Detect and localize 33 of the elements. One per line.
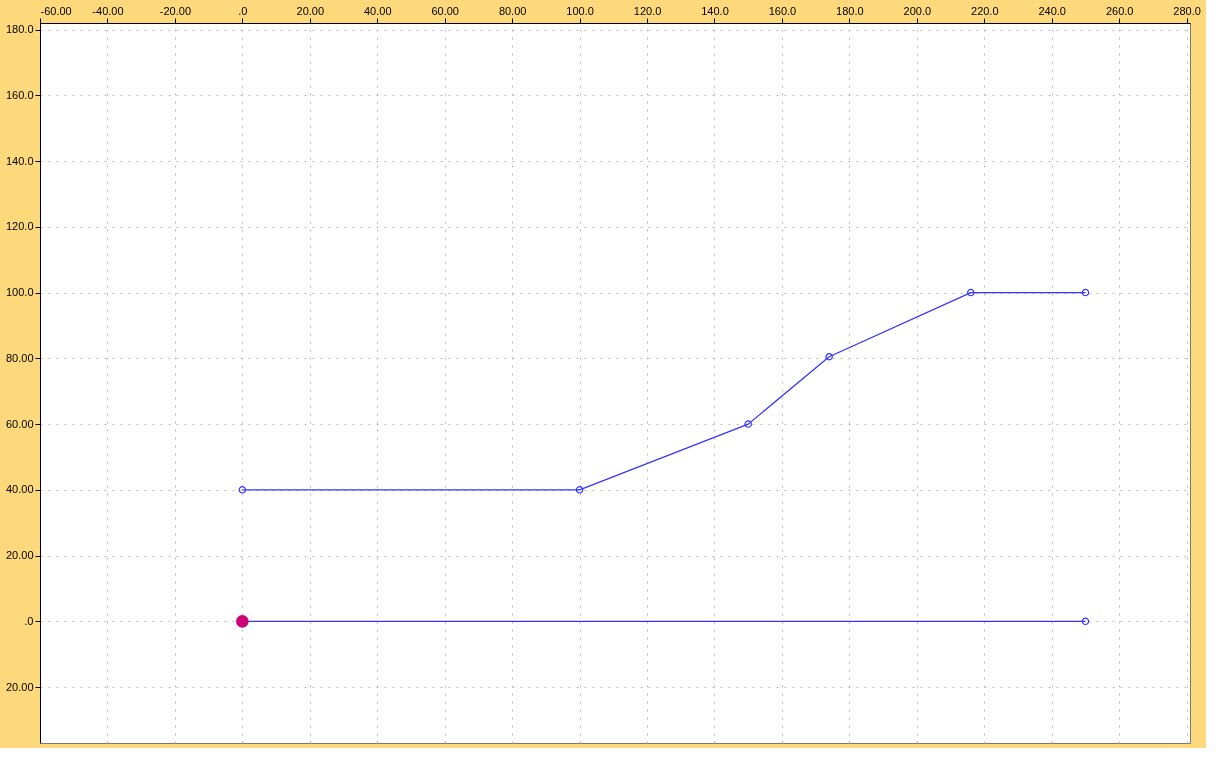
x-tick-label: .0 [238, 4, 248, 17]
y-tick-label: 20.00 [5, 549, 34, 562]
x-tick-label: 200.0 [903, 4, 932, 17]
point [967, 288, 975, 297]
x-tick-label: 120.0 [633, 4, 662, 17]
x-tick-label: 160.0 [768, 4, 797, 17]
point [575, 486, 584, 494]
y-tick-label: 180.0 [5, 23, 34, 36]
x-tick-label: 20.00 [296, 4, 325, 17]
x-tick-label: 100.0 [566, 4, 594, 17]
y-tick-label: 20.00 [5, 680, 34, 693]
x-tick-label: 280.0 [1173, 4, 1201, 17]
x-tick-label: 80.00 [498, 4, 527, 17]
y-tick-label: 160.0 [5, 88, 34, 101]
x-tick-label: -40.00 [92, 4, 124, 17]
point [825, 352, 833, 361]
y-tick-label: .0 [24, 614, 34, 627]
x-tick-label: -20.00 [159, 4, 191, 17]
y-tick-label: 140.0 [5, 154, 34, 167]
y-tick-label: 80.00 [5, 351, 34, 364]
x-tick-label: 140.0 [701, 4, 729, 17]
y-tick-label: 40.00 [5, 483, 34, 496]
x-tick-label: 220.0 [971, 4, 999, 17]
point [744, 420, 752, 428]
y-tick-label: 120.0 [5, 220, 34, 233]
x-tick-label: 40.00 [363, 4, 392, 17]
x-tick-label: 260.0 [1105, 4, 1134, 17]
x-tick-label: 240.0 [1038, 4, 1066, 17]
x-tick-label: 180.0 [836, 4, 864, 17]
x-tick-label: 60.00 [431, 4, 459, 17]
y-tick-label: 100.0 [5, 286, 34, 299]
y-tick-label: 60.00 [5, 417, 34, 430]
x-tick-label: -60.00 [40, 4, 72, 17]
